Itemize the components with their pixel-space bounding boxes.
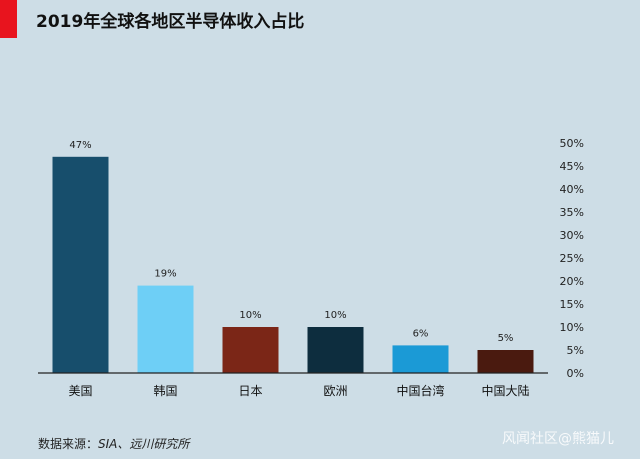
y-tick-label: 20% [560,275,584,288]
category-label: 日本 [238,384,262,398]
data-label: 5% [498,333,514,344]
bar [477,350,534,373]
bar [52,156,109,373]
watermark: 风闻社区@熊猫儿 [502,431,614,447]
accent-bar [0,0,17,38]
category-label: 欧洲 [323,384,347,398]
y-tick-label: 35% [560,206,584,219]
data-label: 10% [324,310,346,321]
chart-title: 2019年全球各地区半导体收入占比 [36,12,305,32]
bar [307,327,364,373]
bar [392,345,449,373]
y-tick-label: 5% [567,344,584,357]
category-label: 美国 [68,384,92,398]
data-label: 19% [154,269,176,280]
y-tick-label: 45% [560,160,584,173]
y-tick-label: 0% [567,367,584,380]
y-tick-label: 40% [560,183,584,196]
y-tick-label: 30% [560,229,584,242]
source-prefix: 数据来源： [38,437,99,451]
y-tick-label: 50% [560,137,584,150]
bar [137,285,194,373]
category-label: 中国大陆 [481,383,529,398]
data-label: 10% [239,310,261,321]
y-tick-label: 10% [560,321,584,334]
category-label: 中国台湾 [396,383,444,398]
bar [222,327,279,373]
source-note: 数据来源：SIA、远川研究所 [38,435,189,452]
source-text: SIA、远川研究所 [98,437,190,451]
y-tick-label: 15% [560,298,584,311]
data-label: 47% [69,140,91,151]
y-tick-label: 25% [560,252,584,265]
data-label: 6% [413,328,429,339]
category-label: 韩国 [153,383,177,398]
